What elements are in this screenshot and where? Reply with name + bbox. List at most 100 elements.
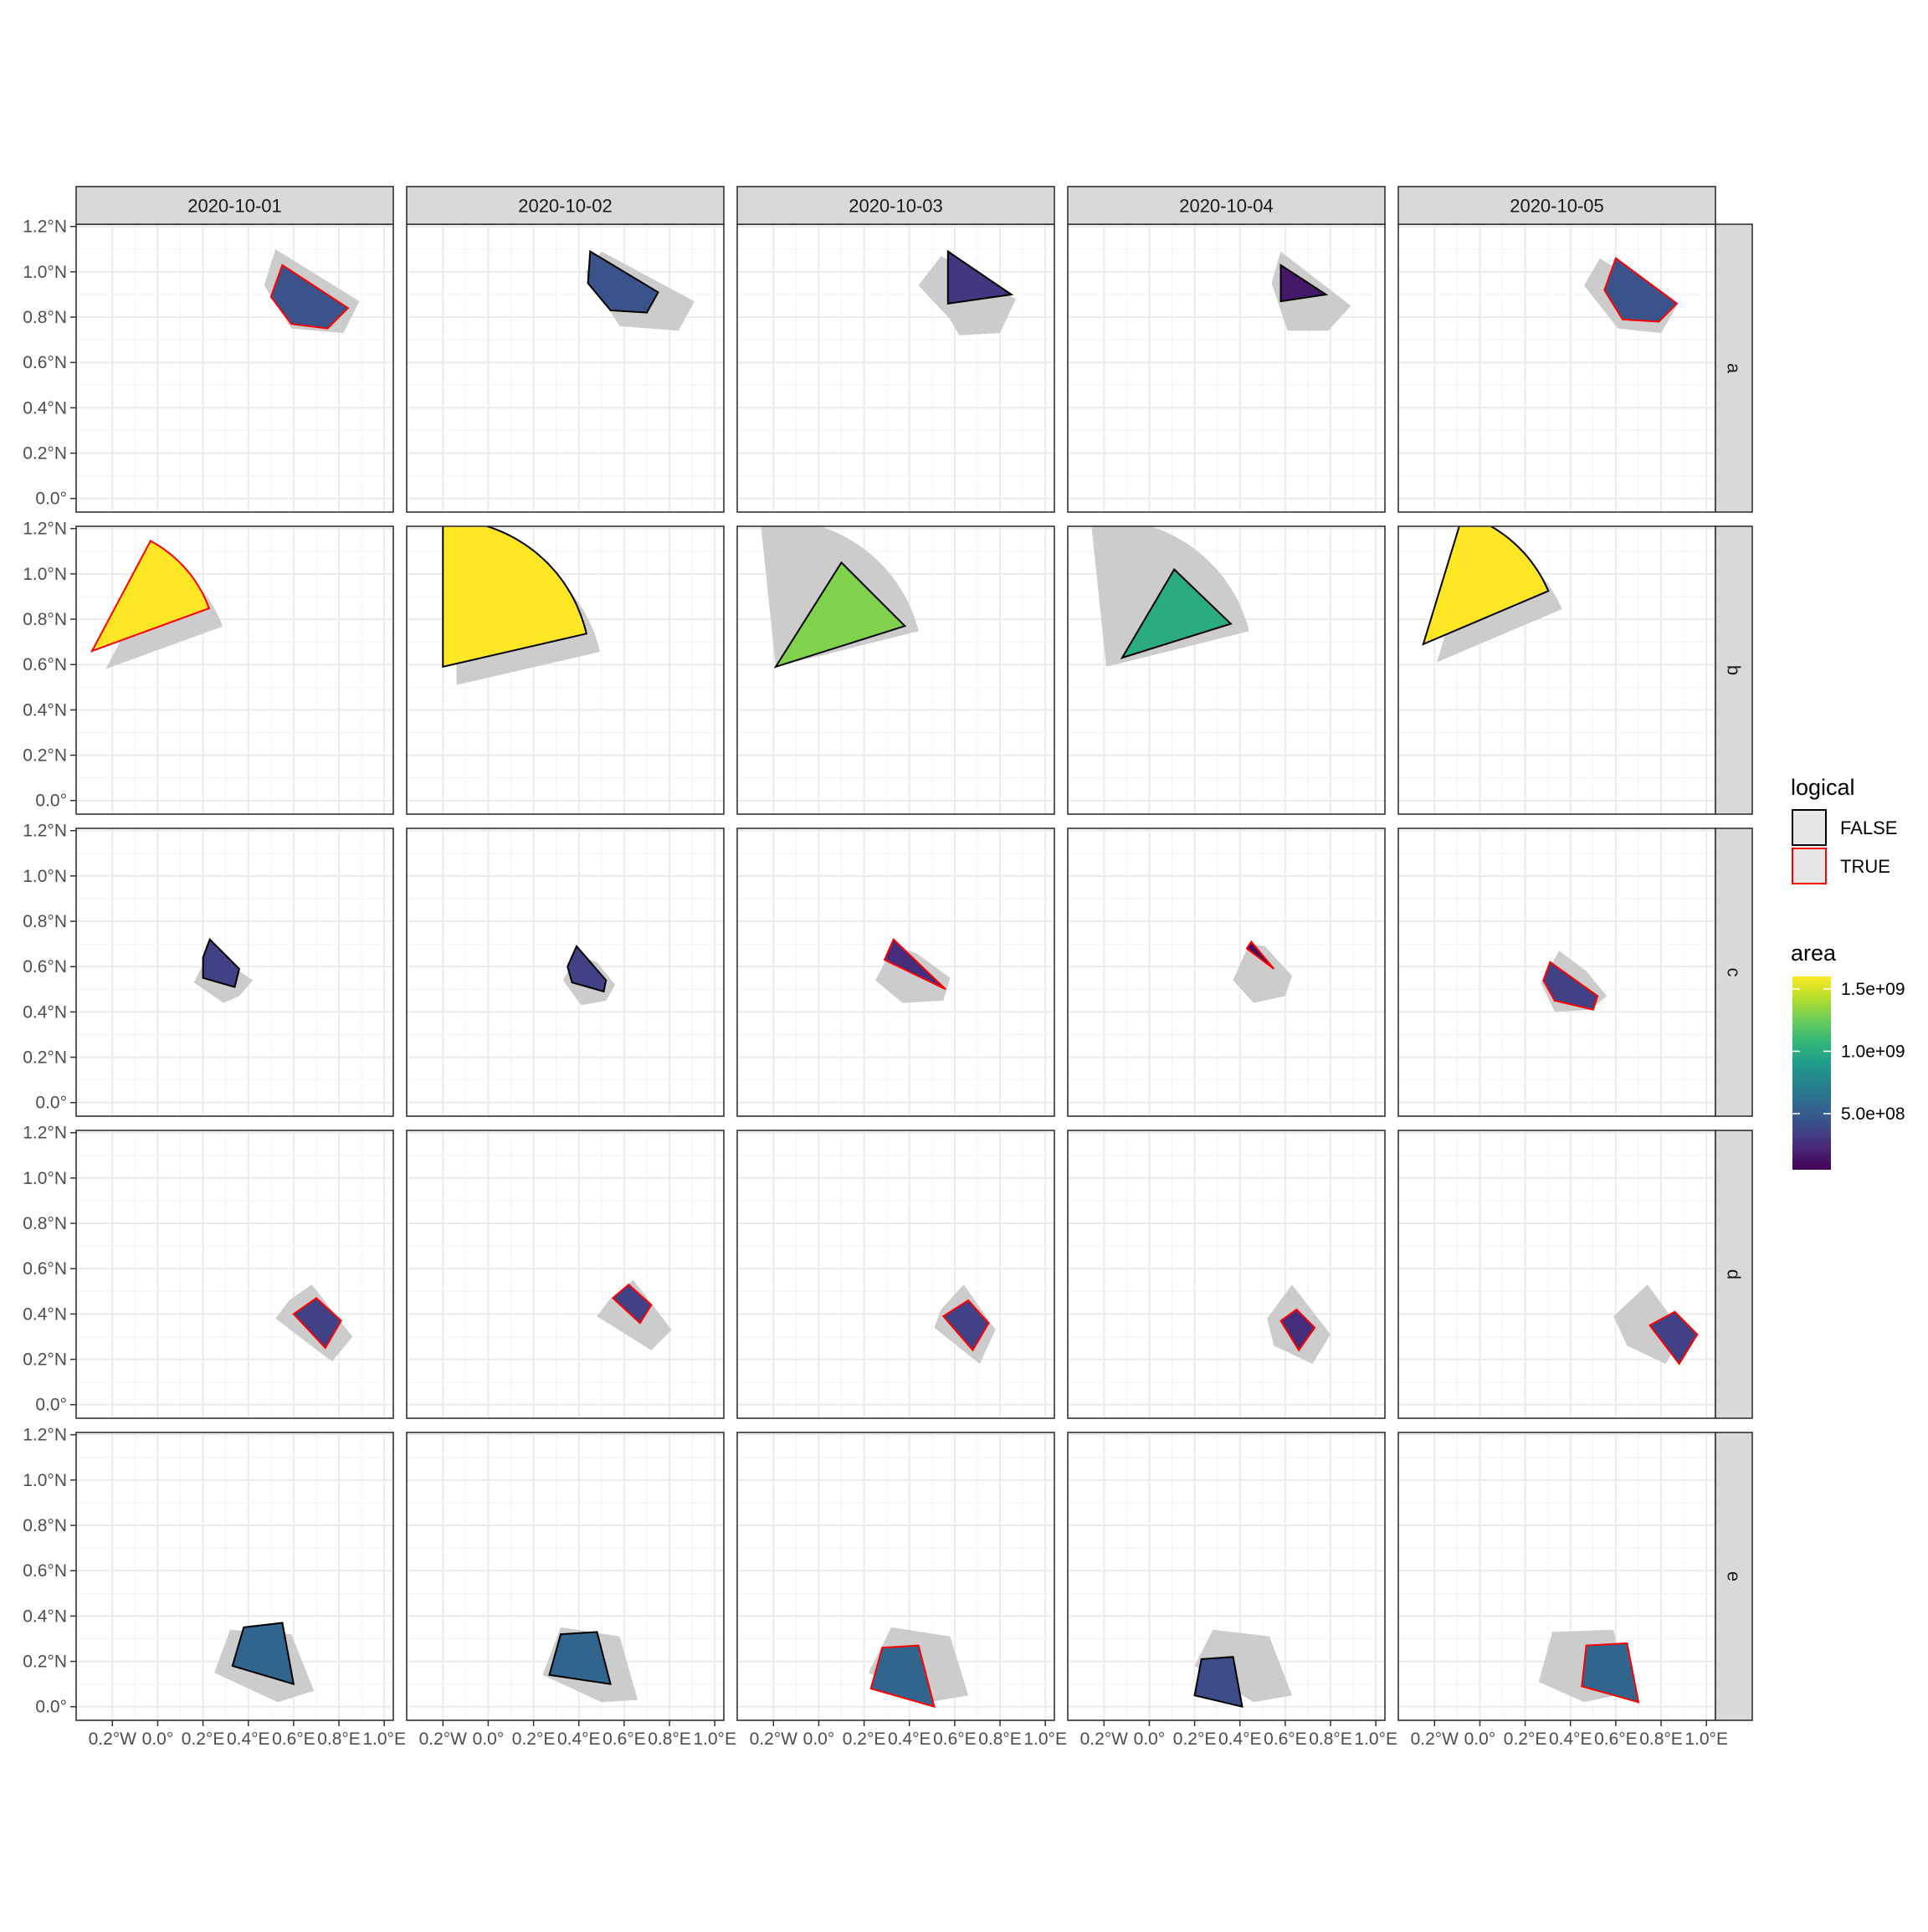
x-tick-label: 0.2°E [1173, 1730, 1217, 1749]
x-tick-label: 0.0° [1464, 1730, 1496, 1749]
y-tick-label: 0.8°N [23, 610, 67, 629]
y-tick-label: 0.2°N [23, 1653, 67, 1672]
x-tick-label: 0.8°E [317, 1730, 361, 1749]
y-tick-label: 0.4°N [23, 1002, 67, 1022]
column-strip-label: 2020-10-04 [1179, 196, 1274, 217]
row-strip-label: c [1724, 968, 1745, 977]
y-tick-label: 1.0°N [23, 263, 67, 282]
panel-border [75, 1432, 394, 1721]
y-tick-label: 0.4°N [23, 398, 67, 418]
area-polygon [1120, 567, 1233, 659]
y-tick-label: 0.0° [35, 1094, 67, 1113]
x-tick-label: 0.0° [473, 1730, 505, 1749]
y-tick-label: 0.4°N [23, 1304, 67, 1324]
area-polygon [869, 1644, 936, 1709]
panel-background [407, 828, 724, 1116]
area-polygon [1193, 1656, 1243, 1709]
legend-logical-key [1792, 809, 1827, 846]
y-tick-label: 0.8°N [23, 1516, 67, 1535]
y-tick-label: 1.0°N [23, 1169, 67, 1188]
area-polygon [1422, 526, 1550, 646]
area-polygon [946, 249, 1014, 305]
area-polygon [548, 1631, 612, 1685]
column-strip [736, 186, 1055, 225]
panel-background [737, 1130, 1054, 1418]
x-tick-label: 0.4°E [1549, 1730, 1592, 1749]
row-strip [1715, 1432, 1753, 1721]
y-tick-label: 1.2°N [23, 218, 67, 237]
x-tick-label: 0.4°E [888, 1730, 931, 1749]
y-tick-label: 0.2°N [23, 444, 67, 464]
panel-background [737, 224, 1054, 512]
x-tick-label: 0.2°W [1080, 1730, 1129, 1749]
column-strip [1067, 186, 1386, 225]
y-tick-label: 0.8°N [23, 308, 67, 327]
area-polygon [90, 540, 211, 653]
shadow-polygon [1194, 1629, 1292, 1703]
x-tick-label: 0.2°W [89, 1730, 137, 1749]
panel-border [736, 525, 1055, 815]
column-strip [75, 186, 394, 225]
area-polygon [567, 945, 608, 993]
area-polygon [269, 264, 350, 330]
row-strip-label: b [1724, 665, 1745, 675]
y-tick-label: 1.2°N [23, 1124, 67, 1143]
panel-border [406, 1130, 725, 1419]
panel-background [1398, 1130, 1715, 1418]
panel-background [1398, 224, 1715, 512]
y-tick-label: 0.2°N [23, 1350, 67, 1370]
y-tick-label: 1.0°N [23, 867, 67, 886]
y-tick-label: 0.0° [35, 792, 67, 811]
panel-background [1068, 1130, 1385, 1418]
row-strip-label: a [1724, 363, 1745, 374]
column-strip-label: 2020-10-03 [849, 196, 943, 217]
y-tick-label: 0.0° [35, 489, 67, 509]
area-polygon [1603, 256, 1679, 323]
panel-background [76, 526, 393, 814]
y-tick-label: 0.2°N [23, 1048, 67, 1068]
row-strip [1715, 828, 1753, 1117]
area-polygon [1542, 961, 1599, 1011]
panel-border [1067, 1432, 1386, 1721]
row-strip [1715, 525, 1753, 815]
x-tick-label: 0.2°E [512, 1730, 556, 1749]
x-tick-label: 0.6°E [602, 1730, 646, 1749]
area-polygon [1279, 263, 1329, 303]
legend-logical-label: FALSE [1840, 817, 1897, 838]
y-tick-label: 0.6°N [23, 1561, 67, 1581]
x-tick-label: 0.0° [142, 1730, 174, 1749]
panel-border [75, 828, 394, 1117]
y-tick-label: 0.0° [35, 1698, 67, 1717]
x-tick-label: 0.4°E [227, 1730, 270, 1749]
panel-background [1068, 224, 1385, 512]
panel-border [1067, 828, 1386, 1117]
area-polygon [587, 249, 659, 314]
y-tick-label: 0.6°N [23, 353, 67, 372]
x-tick-label: 0.4°E [1218, 1730, 1262, 1749]
legend-logical-label: TRUE [1840, 856, 1890, 877]
x-tick-label: 1.0°E [693, 1730, 736, 1749]
x-tick-label: 0.0° [1134, 1730, 1166, 1749]
y-tick-label: 0.6°N [23, 957, 67, 976]
area-polygon [1245, 940, 1275, 970]
legend-area-tick-label: 5.0e+08 [1841, 1104, 1905, 1124]
x-tick-label: 0.6°E [1594, 1730, 1638, 1749]
panel-background [407, 1130, 724, 1418]
y-tick-label: 1.2°N [23, 520, 67, 539]
column-strip [406, 186, 725, 225]
x-tick-label: 1.0°E [1684, 1730, 1728, 1749]
x-tick-label: 0.2°W [1411, 1730, 1459, 1749]
x-tick-label: 0.2°W [419, 1730, 468, 1749]
area-polygon [292, 1297, 342, 1350]
area-polygon [202, 937, 241, 988]
panel-border [75, 525, 394, 815]
x-tick-label: 0.4°E [557, 1730, 601, 1749]
x-tick-label: 0.8°E [648, 1730, 691, 1749]
x-tick-label: 0.2°E [843, 1730, 886, 1749]
y-tick-label: 0.0° [35, 1396, 67, 1415]
x-tick-label: 0.8°E [978, 1730, 1022, 1749]
y-tick-label: 0.8°N [23, 912, 67, 931]
column-strip-label: 2020-10-02 [518, 196, 613, 217]
x-tick-label: 0.6°E [1264, 1730, 1307, 1749]
y-tick-label: 1.2°N [23, 822, 67, 841]
